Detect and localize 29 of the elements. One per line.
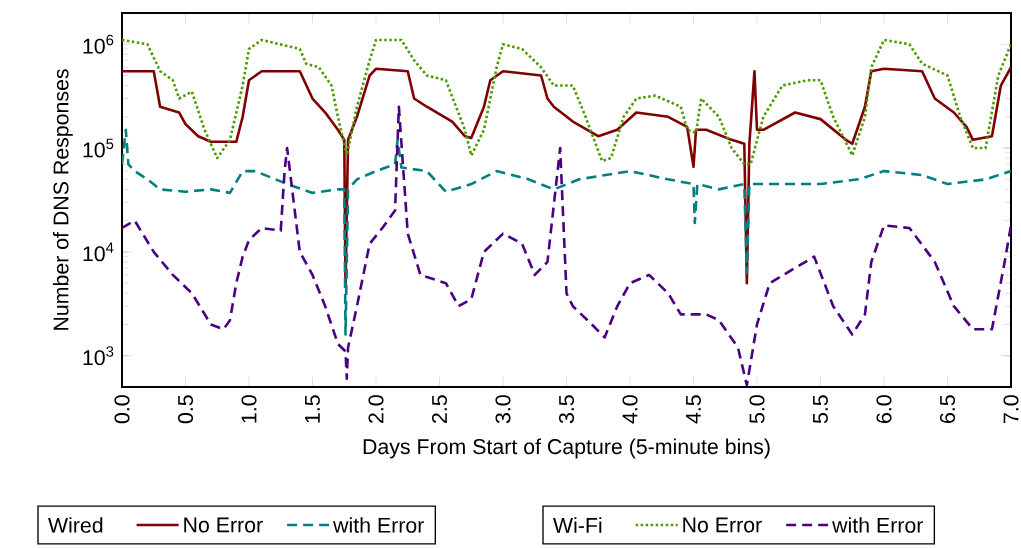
x-tick-label: 0.5 [177, 395, 194, 424]
x-axis-title: Days From Start of Capture (5-minute bins) [363, 438, 770, 459]
text: Wired [48, 517, 103, 533]
y-tick-label: 10$^{5}$ [83, 138, 114, 158]
x-tick-label: 5.0 [749, 395, 765, 424]
line-series [122, 38, 1011, 166]
legend-label: with Error [832, 517, 924, 533]
x-tick-label: 4.0 [622, 395, 638, 424]
x-tick-label: 5.5 [813, 395, 828, 424]
x-tick-label: 2.5 [431, 395, 448, 423]
y-tick-label: 10$^{4}$ [83, 242, 114, 262]
x-tick-label: 4.5 [686, 395, 701, 424]
legend-label: with Error [333, 517, 424, 533]
line-series [122, 105, 1011, 387]
y-tick-label: 10$^{6}$ [83, 34, 114, 54]
text: Wi-Fi [553, 517, 602, 533]
x-tick-label: 3.5 [558, 395, 575, 424]
x-tick-label: 1.0 [241, 395, 257, 423]
x-tick-label: 0.0 [114, 395, 130, 424]
x-tick-label: 6.0 [876, 395, 892, 423]
legend-label: No Error [683, 517, 762, 533]
x-tick-label: 7.0 [1003, 395, 1019, 423]
y-axis-title: Number of DNS Responses [52, 69, 73, 330]
y-tick-label: 10$^{3}$ [83, 346, 114, 366]
x-tick-label: 3.0 [495, 395, 511, 424]
x-tick-label: 6.5 [939, 395, 956, 423]
x-tick-label: 1.5 [305, 395, 320, 423]
x-tick-label: 2.0 [368, 395, 384, 423]
legend-label: No Error [184, 517, 263, 533]
